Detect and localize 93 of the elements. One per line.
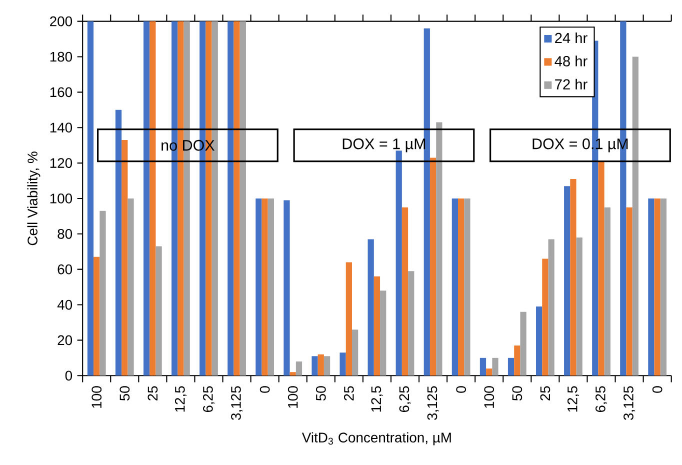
bar (262, 198, 268, 376)
bar (87, 21, 94, 376)
bar (480, 358, 486, 376)
x-tick-label: 50 (316, 386, 326, 401)
bar (424, 28, 430, 376)
bar (660, 198, 667, 376)
bar (626, 207, 632, 376)
legend-label: 24 hr (555, 32, 588, 44)
legend-label: 72 hr (555, 78, 588, 90)
y-tick-label: 80 (58, 229, 72, 239)
y-tick-label: 100 (50, 194, 72, 204)
bar (380, 290, 386, 376)
x-tick-label: 100 (484, 386, 494, 408)
x-tick-label: 100 (288, 386, 298, 408)
bar (604, 207, 610, 376)
x-tick-label: 50 (512, 386, 522, 401)
x-tick-label: 6,25 (596, 386, 608, 412)
bar (452, 198, 458, 376)
x-axis-title: VitD$_{3}$ Concentration, µM (302, 432, 451, 446)
bar (436, 122, 442, 376)
bar (115, 110, 122, 376)
x-tick-label: 12,5 (371, 386, 383, 412)
bar (536, 306, 542, 376)
x-tick-label: 0 (456, 386, 466, 393)
bar (318, 354, 324, 376)
bar (632, 56, 638, 376)
bar (402, 207, 408, 376)
x-tick-label: 12,5 (567, 386, 579, 412)
y-tick-label: 60 (58, 264, 72, 274)
bar (256, 198, 262, 376)
bar (648, 198, 654, 376)
bar (576, 238, 582, 376)
x-tick-label: 25 (148, 386, 158, 400)
bar (548, 239, 554, 376)
bar (374, 276, 380, 376)
bar (122, 140, 128, 376)
bar (312, 356, 318, 376)
bar (514, 346, 520, 376)
y-axis-title: Cell Viability, % (27, 152, 40, 246)
x-tick-label: 3,125 (427, 386, 439, 420)
bar (324, 356, 330, 376)
bar (228, 21, 234, 376)
bar (458, 198, 464, 376)
x-tick-label: 6,25 (399, 386, 411, 412)
x-tick-label: 25 (344, 386, 354, 400)
bar (542, 258, 548, 376)
x-tick-label: 3,125 (624, 386, 636, 420)
bar (340, 352, 346, 376)
bar (150, 21, 156, 376)
x-tick-label: 0 (652, 386, 662, 393)
bar (492, 358, 498, 376)
bar (346, 262, 352, 376)
bar (464, 198, 470, 376)
bar (178, 21, 184, 376)
x-tick-label: 25 (540, 386, 550, 400)
y-tick-label: 20 (58, 335, 72, 346)
y-tick-label: 180 (50, 52, 72, 62)
bar (654, 198, 660, 376)
bar (240, 21, 246, 376)
bar (296, 362, 302, 376)
bar (570, 179, 576, 376)
bar (128, 198, 134, 376)
bar (352, 330, 358, 376)
x-tick-label: 3,125 (231, 386, 243, 420)
x-tick-label: 12,5 (174, 386, 186, 412)
bar (430, 158, 436, 376)
bar (408, 271, 414, 376)
y-tick-label: 140 (50, 122, 72, 133)
bar (396, 150, 402, 376)
y-tick-label: 0 (65, 370, 72, 381)
bar (156, 246, 162, 376)
x-tick-label: 6,25 (203, 386, 215, 412)
bar (508, 358, 514, 376)
bar (94, 256, 100, 376)
x-tick-label: 0 (260, 386, 270, 393)
legend-label: 48 hr (554, 56, 588, 66)
bar (268, 198, 274, 376)
bar (564, 186, 570, 376)
bar (520, 312, 526, 376)
bar (143, 21, 150, 376)
x-tick-label: 100 (92, 386, 102, 408)
y-tick-label: 40 (57, 300, 72, 310)
x-tick-label: 50 (120, 386, 130, 401)
bar (486, 368, 492, 376)
bar (284, 200, 290, 376)
bar (234, 21, 240, 376)
bar (598, 161, 604, 376)
bar (290, 372, 296, 376)
y-tick-label: 200 (50, 16, 72, 26)
y-tick-label: 120 (50, 158, 72, 168)
bar (100, 210, 106, 376)
bar (368, 239, 374, 376)
y-tick-label: 160 (50, 87, 72, 98)
